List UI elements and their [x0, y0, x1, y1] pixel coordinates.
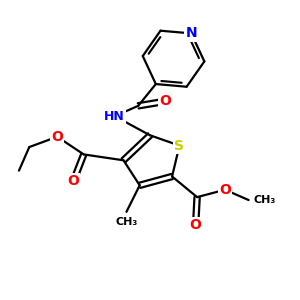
Text: S: S [174, 139, 184, 153]
Text: O: O [51, 130, 63, 144]
Text: O: O [219, 183, 231, 197]
Text: HN: HN [104, 110, 125, 123]
Text: O: O [68, 174, 80, 188]
Text: O: O [190, 218, 202, 232]
Text: O: O [159, 94, 171, 108]
Text: N: N [185, 26, 197, 40]
Text: CH₃: CH₃ [253, 195, 275, 205]
Text: CH₃: CH₃ [115, 217, 138, 227]
